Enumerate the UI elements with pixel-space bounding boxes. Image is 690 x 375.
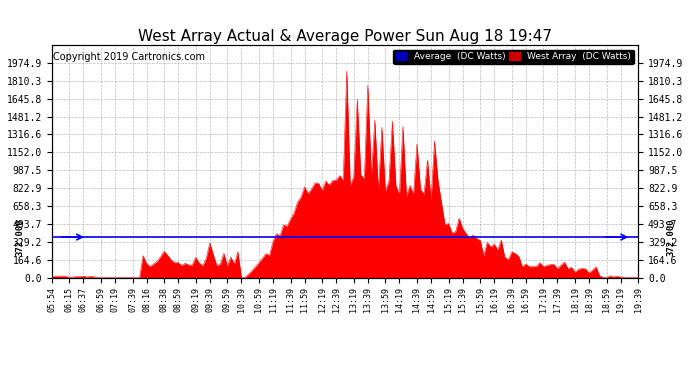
Title: West Array Actual & Average Power Sun Aug 18 19:47: West Array Actual & Average Power Sun Au… bbox=[138, 29, 552, 44]
Text: 372.000: 372.000 bbox=[15, 218, 24, 256]
Text: Copyright 2019 Cartronics.com: Copyright 2019 Cartronics.com bbox=[53, 52, 205, 62]
Legend: Average  (DC Watts), West Array  (DC Watts): Average (DC Watts), West Array (DC Watts… bbox=[393, 50, 633, 64]
Text: 372.000: 372.000 bbox=[666, 218, 675, 256]
